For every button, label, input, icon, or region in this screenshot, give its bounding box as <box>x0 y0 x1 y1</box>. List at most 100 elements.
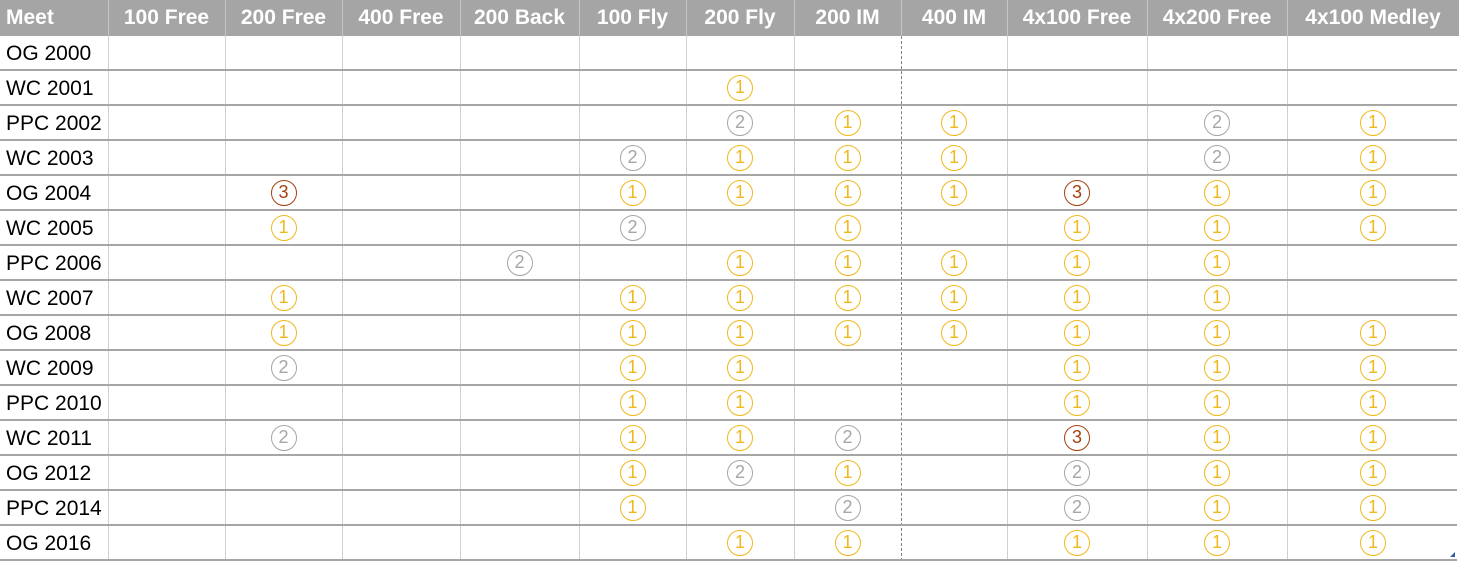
gold-medal[interactable]: 1 <box>619 390 646 416</box>
gold-medal[interactable]: 1 <box>834 145 861 171</box>
column-header[interactable]: 100 Free <box>108 0 225 36</box>
gold-medal[interactable]: 1 <box>1360 180 1386 206</box>
gold-medal[interactable]: 1 <box>834 250 861 276</box>
silver-medal[interactable]: 2 <box>834 495 861 521</box>
gold-medal[interactable]: 1 <box>619 320 646 346</box>
silver-medal[interactable]: 2 <box>727 460 753 486</box>
gold-medal[interactable]: 1 <box>619 460 646 486</box>
gold-medal[interactable]: 1 <box>1064 320 1090 346</box>
gold-medal[interactable]: 1 <box>270 320 297 346</box>
gold-medal[interactable]: 1 <box>941 110 967 136</box>
bronze-medal[interactable]: 3 <box>270 180 297 206</box>
gold-medal[interactable]: 1 <box>727 250 753 276</box>
gold-medal[interactable]: 1 <box>1204 355 1230 381</box>
gold-medal[interactable]: 1 <box>727 530 753 556</box>
gold-medal[interactable]: 1 <box>727 320 753 346</box>
gold-medal[interactable]: 1 <box>619 285 646 311</box>
gold-medal[interactable]: 1 <box>1360 110 1386 136</box>
gold-medal[interactable]: 1 <box>1360 320 1386 346</box>
gold-medal[interactable]: 1 <box>1064 530 1090 556</box>
column-header-meet[interactable]: Meet <box>0 0 108 36</box>
gold-medal[interactable]: 1 <box>1204 460 1230 486</box>
silver-medal[interactable]: 2 <box>619 215 646 241</box>
silver-medal[interactable]: 2 <box>1064 495 1090 521</box>
gold-medal[interactable]: 1 <box>1064 390 1090 416</box>
gold-medal[interactable]: 1 <box>619 180 646 206</box>
gold-medal[interactable]: 1 <box>727 180 753 206</box>
gold-medal[interactable]: 1 <box>834 320 861 346</box>
gold-medal[interactable]: 1 <box>1064 250 1090 276</box>
gold-medal[interactable]: 1 <box>1360 215 1386 241</box>
gold-medal[interactable]: 1 <box>619 355 646 381</box>
meet-label[interactable]: OG 2016 <box>6 532 92 555</box>
gold-medal[interactable]: 1 <box>1204 285 1230 311</box>
meet-label[interactable]: WC 2011 <box>6 427 92 450</box>
gold-medal[interactable]: 1 <box>1360 425 1386 451</box>
gold-medal[interactable]: 1 <box>727 425 753 451</box>
meet-label[interactable]: PPC 2014 <box>6 497 102 520</box>
meet-label[interactable]: PPC 2002 <box>6 112 102 135</box>
gold-medal[interactable]: 1 <box>834 215 861 241</box>
meet-label[interactable]: WC 2001 <box>6 77 94 100</box>
gold-medal[interactable]: 1 <box>1204 180 1230 206</box>
gold-medal[interactable]: 1 <box>727 75 753 101</box>
gold-medal[interactable]: 1 <box>834 180 861 206</box>
silver-medal[interactable]: 2 <box>619 145 646 171</box>
silver-medal[interactable]: 2 <box>270 355 297 381</box>
silver-medal[interactable]: 2 <box>727 110 753 136</box>
gold-medal[interactable]: 1 <box>941 320 967 346</box>
column-header[interactable]: 400 Free <box>342 0 460 36</box>
gold-medal[interactable]: 1 <box>1204 390 1230 416</box>
column-header[interactable]: 400 IM <box>901 0 1007 36</box>
column-header[interactable]: 200 IM <box>794 0 901 36</box>
gold-medal[interactable]: 1 <box>727 390 753 416</box>
column-header[interactable]: 100 Fly <box>579 0 686 36</box>
bronze-medal[interactable]: 3 <box>1064 425 1090 451</box>
gold-medal[interactable]: 1 <box>941 145 967 171</box>
gold-medal[interactable]: 1 <box>1360 460 1386 486</box>
gold-medal[interactable]: 1 <box>619 425 646 451</box>
meet-label[interactable]: OG 2008 <box>6 322 92 345</box>
gold-medal[interactable]: 1 <box>1204 530 1230 556</box>
column-header[interactable]: 200 Back <box>460 0 579 36</box>
meet-label[interactable]: WC 2005 <box>6 217 94 240</box>
silver-medal[interactable]: 2 <box>1204 110 1230 136</box>
gold-medal[interactable]: 1 <box>1360 530 1386 556</box>
gold-medal[interactable]: 1 <box>834 285 861 311</box>
gold-medal[interactable]: 1 <box>1204 215 1230 241</box>
gold-medal[interactable]: 1 <box>270 215 297 241</box>
gold-medal[interactable]: 1 <box>1360 355 1386 381</box>
gold-medal[interactable]: 1 <box>1064 215 1090 241</box>
gold-medal[interactable]: 1 <box>727 145 753 171</box>
column-header[interactable]: 4x100 Medley <box>1287 0 1459 36</box>
gold-medal[interactable]: 1 <box>1204 425 1230 451</box>
bronze-medal[interactable]: 3 <box>1064 180 1090 206</box>
gold-medal[interactable]: 1 <box>941 285 967 311</box>
gold-medal[interactable]: 1 <box>834 460 861 486</box>
meet-label[interactable]: OG 2004 <box>6 182 92 205</box>
column-header[interactable]: 4x100 Free <box>1007 0 1147 36</box>
gold-medal[interactable]: 1 <box>727 285 753 311</box>
silver-medal[interactable]: 2 <box>506 250 533 276</box>
gold-medal[interactable]: 1 <box>1064 355 1090 381</box>
meet-label[interactable]: WC 2007 <box>6 287 94 310</box>
silver-medal[interactable]: 2 <box>834 425 861 451</box>
gold-medal[interactable]: 1 <box>834 110 861 136</box>
gold-medal[interactable]: 1 <box>1064 285 1090 311</box>
silver-medal[interactable]: 2 <box>1064 460 1090 486</box>
column-header[interactable]: 200 Free <box>225 0 342 36</box>
gold-medal[interactable]: 1 <box>1360 495 1386 521</box>
silver-medal[interactable]: 2 <box>270 425 297 451</box>
meet-label[interactable]: WC 2009 <box>6 357 94 380</box>
column-header[interactable]: 4x200 Free <box>1147 0 1287 36</box>
resize-handle-icon[interactable] <box>1450 552 1455 557</box>
gold-medal[interactable]: 1 <box>270 285 297 311</box>
gold-medal[interactable]: 1 <box>1204 320 1230 346</box>
gold-medal[interactable]: 1 <box>727 355 753 381</box>
gold-medal[interactable]: 1 <box>834 530 861 556</box>
gold-medal[interactable]: 1 <box>941 250 967 276</box>
gold-medal[interactable]: 1 <box>941 180 967 206</box>
gold-medal[interactable]: 1 <box>1204 250 1230 276</box>
gold-medal[interactable]: 1 <box>1360 145 1386 171</box>
meet-label[interactable]: OG 2012 <box>6 462 92 485</box>
